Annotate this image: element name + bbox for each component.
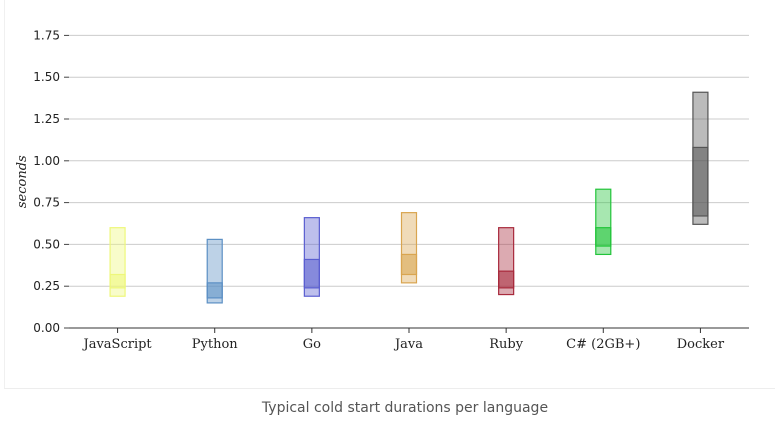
interquartile-box bbox=[595, 227, 612, 247]
interquartile-box bbox=[206, 282, 223, 299]
box-chart: 0.00 0.25 0.50 0.75 1.00 1.25 1.50 1.75 JavaScr… bbox=[15, 28, 749, 352]
interquartile-box bbox=[498, 270, 515, 289]
category-label: Docker bbox=[677, 337, 725, 352]
chart-caption: Typical cold start durations per languag… bbox=[261, 400, 549, 416]
y-tick-label: 1.75 bbox=[33, 28, 60, 42]
grid-lines bbox=[64, 34, 749, 329]
y-tick-label: 1.25 bbox=[33, 112, 60, 126]
y-tick-label: 1.00 bbox=[33, 154, 60, 168]
y-tick-label: 0.75 bbox=[33, 196, 60, 210]
category-label: C# (2GB+) bbox=[566, 337, 640, 352]
interquartile-box bbox=[303, 258, 320, 289]
y-tick-label: 0.00 bbox=[33, 321, 60, 335]
boxes bbox=[109, 91, 709, 304]
interquartile-box bbox=[109, 273, 126, 289]
y-tick-label: 1.50 bbox=[33, 70, 60, 84]
interquartile-box bbox=[400, 253, 418, 276]
chart-panel: 0.00 0.25 0.50 0.75 1.00 1.25 1.50 1.75 JavaScr… bbox=[4, 0, 775, 389]
category-label: Ruby bbox=[489, 337, 523, 352]
category-labels: JavaScript Python Go Java Ruby C# (2GB+) Docke… bbox=[81, 337, 724, 352]
x-axis bbox=[69, 327, 749, 333]
category-label: Go bbox=[303, 337, 321, 352]
y-tick-label: 0.50 bbox=[33, 237, 60, 251]
category-label: JavaScript bbox=[81, 337, 152, 352]
y-tick-label: 0.25 bbox=[33, 279, 60, 293]
category-label: Java bbox=[393, 337, 423, 352]
y-axis-title: seconds bbox=[15, 155, 30, 208]
interquartile-box bbox=[692, 146, 709, 217]
category-label: Python bbox=[192, 337, 239, 352]
y-tick-labels: 0.00 0.25 0.50 0.75 1.00 1.25 1.50 1.75 bbox=[33, 28, 60, 335]
